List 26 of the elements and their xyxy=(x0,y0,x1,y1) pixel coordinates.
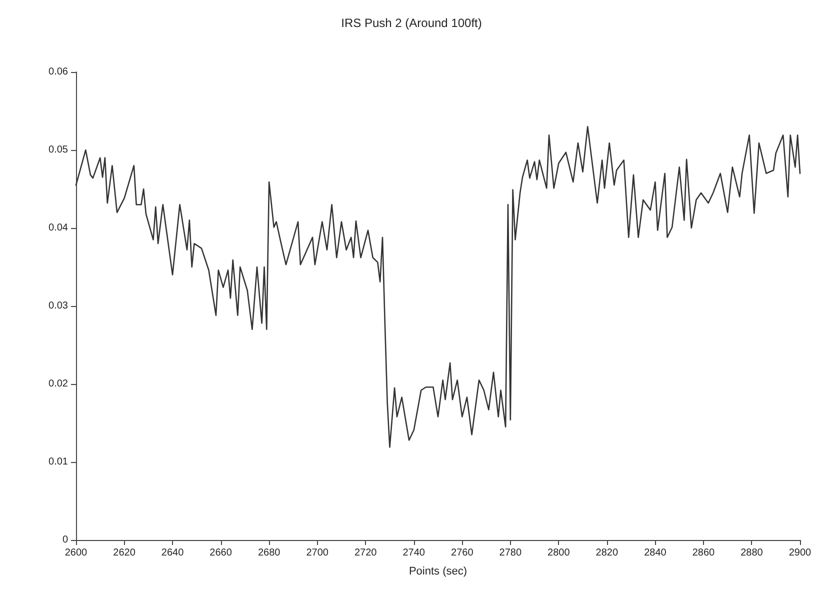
y-tick-label: 0.06 xyxy=(48,66,68,78)
x-tick-label: 2720 xyxy=(354,548,378,558)
x-axis-title: Points (sec) xyxy=(408,566,468,578)
x-tick-label: 2840 xyxy=(644,548,667,558)
x-tick-label: 2600 xyxy=(64,548,88,558)
x-tick-label: 2620 xyxy=(113,548,136,558)
x-tick-label: 2800 xyxy=(548,548,570,558)
x-tick-label: 2780 xyxy=(499,548,522,558)
y-tick-label: 0.05 xyxy=(48,144,68,156)
x-tick-label: 2880 xyxy=(740,548,764,558)
x-tick-label: 2660 xyxy=(210,548,232,558)
y-tick-label: 0.03 xyxy=(48,300,68,312)
chart-title: IRS Push 2 (Around 100ft) xyxy=(341,16,482,30)
y-tick-label: 0.04 xyxy=(48,222,68,234)
x-tick-label: 2640 xyxy=(161,548,184,558)
x-tick-label: 2680 xyxy=(258,548,281,558)
x-tick-label: 2740 xyxy=(402,548,426,558)
y-tick-label: 0.01 xyxy=(48,456,68,468)
x-tick-label: 2860 xyxy=(692,548,716,558)
y-tick-label: 0 xyxy=(62,534,68,546)
x-tick-label: 2820 xyxy=(596,548,618,558)
x-tick-label: 2900 xyxy=(788,548,812,558)
line-series xyxy=(75,126,801,448)
x-tick-label: 2760 xyxy=(451,548,474,558)
x-tick-label: 2700 xyxy=(306,548,329,558)
y-tick-label: 0.02 xyxy=(48,378,68,390)
